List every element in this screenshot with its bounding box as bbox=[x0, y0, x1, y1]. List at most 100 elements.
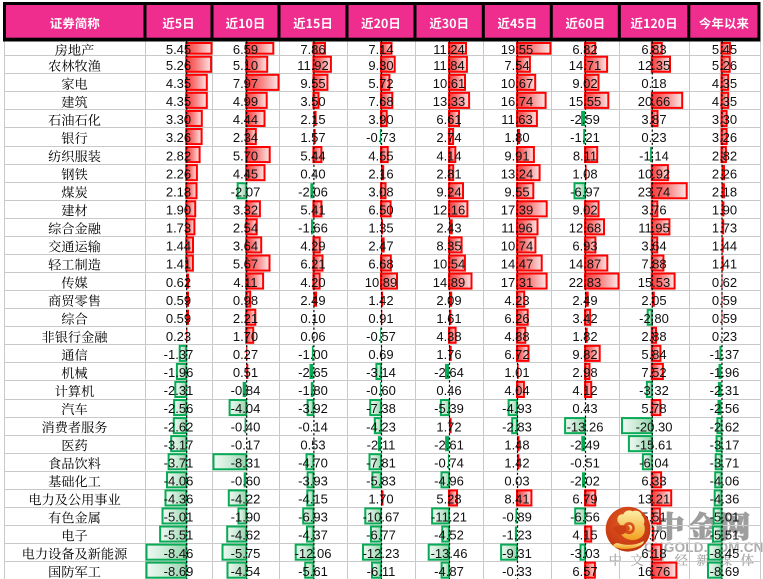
svg-text:2.15: 2.15 bbox=[300, 112, 325, 127]
svg-text:11.95: 11.95 bbox=[638, 221, 670, 236]
svg-text:4.29: 4.29 bbox=[300, 239, 325, 254]
svg-text:1.41: 1.41 bbox=[166, 257, 191, 272]
svg-text:-4.04: -4.04 bbox=[231, 401, 261, 416]
svg-text:2.74: 2.74 bbox=[436, 130, 461, 145]
svg-text:1.41: 1.41 bbox=[712, 257, 737, 272]
svg-text:-2.31: -2.31 bbox=[710, 383, 740, 398]
svg-text:1.80: 1.80 bbox=[504, 130, 529, 145]
svg-text:-6.04: -6.04 bbox=[639, 456, 669, 471]
svg-text:-4.37: -4.37 bbox=[298, 528, 328, 543]
svg-text:2.18: 2.18 bbox=[166, 184, 191, 199]
svg-text:1.44: 1.44 bbox=[712, 239, 737, 254]
svg-text:-2.02: -2.02 bbox=[570, 474, 600, 489]
svg-text:-2.80: -2.80 bbox=[639, 311, 669, 326]
svg-text:-1.21: -1.21 bbox=[570, 130, 600, 145]
svg-text:-3.93: -3.93 bbox=[298, 474, 328, 489]
svg-text:6.26: 6.26 bbox=[504, 311, 529, 326]
svg-text:4.14: 4.14 bbox=[436, 148, 461, 163]
svg-text:3.30: 3.30 bbox=[166, 112, 191, 127]
svg-text:9.91: 9.91 bbox=[504, 148, 529, 163]
svg-text:1.90: 1.90 bbox=[712, 203, 737, 218]
svg-text:1.48: 1.48 bbox=[504, 437, 529, 452]
svg-text:-13.26: -13.26 bbox=[567, 419, 604, 434]
svg-text:13.33: 13.33 bbox=[433, 94, 466, 109]
svg-text:-1.37: -1.37 bbox=[164, 347, 194, 362]
svg-text:-7.81: -7.81 bbox=[366, 456, 396, 471]
svg-text:-6.93: -6.93 bbox=[298, 510, 328, 525]
svg-text:-1.00: -1.00 bbox=[298, 347, 328, 362]
svg-text:0.27: 0.27 bbox=[233, 347, 258, 362]
svg-text:-0.74: -0.74 bbox=[434, 456, 464, 471]
svg-text:-3.92: -3.92 bbox=[298, 401, 328, 416]
svg-text:3.64: 3.64 bbox=[233, 239, 258, 254]
svg-text:7.14: 7.14 bbox=[368, 42, 393, 57]
svg-text:4.35: 4.35 bbox=[712, 94, 737, 109]
svg-text:-4.22: -4.22 bbox=[231, 492, 261, 507]
svg-text:3.42: 3.42 bbox=[572, 311, 597, 326]
svg-text:-2.62: -2.62 bbox=[164, 419, 194, 434]
svg-text:-3.17: -3.17 bbox=[710, 437, 740, 452]
svg-text:10.92: 10.92 bbox=[638, 166, 671, 181]
svg-text:3.30: 3.30 bbox=[712, 112, 737, 127]
svg-text:0.40: 0.40 bbox=[300, 166, 325, 181]
svg-text:0.62: 0.62 bbox=[166, 275, 191, 290]
svg-text:16.76: 16.76 bbox=[638, 564, 671, 579]
svg-text:-20.30: -20.30 bbox=[636, 419, 673, 434]
svg-text:4.35: 4.35 bbox=[712, 76, 737, 91]
svg-text:2.34: 2.34 bbox=[233, 130, 258, 145]
svg-text:6.61: 6.61 bbox=[436, 112, 461, 127]
svg-text:23.74: 23.74 bbox=[638, 184, 671, 199]
svg-text:10.61: 10.61 bbox=[433, 76, 466, 91]
svg-text:-3.17: -3.17 bbox=[164, 437, 194, 452]
svg-text:-4.06: -4.06 bbox=[710, 474, 740, 489]
svg-text:7.86: 7.86 bbox=[300, 42, 325, 57]
svg-text:15.55: 15.55 bbox=[569, 94, 602, 109]
svg-text:6.21: 6.21 bbox=[300, 257, 325, 272]
svg-text:-4.70: -4.70 bbox=[298, 456, 328, 471]
svg-text:4.11: 4.11 bbox=[233, 275, 257, 290]
svg-text:-1.96: -1.96 bbox=[164, 365, 194, 380]
svg-text:-1.90: -1.90 bbox=[231, 510, 261, 525]
svg-text:2.49: 2.49 bbox=[300, 293, 325, 308]
svg-text:-2.11: -2.11 bbox=[367, 437, 396, 452]
svg-text:-5.75: -5.75 bbox=[231, 546, 261, 561]
svg-text:2.21: 2.21 bbox=[233, 311, 258, 326]
svg-text:-3.32: -3.32 bbox=[639, 383, 669, 398]
svg-text:3.64: 3.64 bbox=[641, 239, 666, 254]
svg-text:5.26: 5.26 bbox=[166, 58, 191, 73]
svg-text:1.72: 1.72 bbox=[436, 419, 461, 434]
svg-text:-4.36: -4.36 bbox=[710, 492, 740, 507]
svg-text:0.59: 0.59 bbox=[712, 293, 737, 308]
svg-text:-8.69: -8.69 bbox=[710, 564, 740, 579]
svg-text:12.35: 12.35 bbox=[638, 58, 671, 73]
svg-text:-1.37: -1.37 bbox=[710, 347, 740, 362]
svg-text:2.18: 2.18 bbox=[712, 184, 737, 199]
svg-text:-4.23: -4.23 bbox=[366, 419, 396, 434]
svg-text:5.26: 5.26 bbox=[712, 58, 737, 73]
svg-text:10.54: 10.54 bbox=[433, 257, 466, 272]
svg-text:9.02: 9.02 bbox=[572, 76, 597, 91]
svg-text:4.23: 4.23 bbox=[504, 293, 529, 308]
svg-text:-1.14: -1.14 bbox=[639, 148, 669, 163]
svg-text:15.53: 15.53 bbox=[638, 275, 671, 290]
svg-text:-1.96: -1.96 bbox=[710, 365, 740, 380]
svg-text:0.23: 0.23 bbox=[712, 329, 737, 344]
svg-text:-0.40: -0.40 bbox=[231, 419, 261, 434]
svg-text:4.35: 4.35 bbox=[166, 76, 191, 91]
svg-text:6.18: 6.18 bbox=[641, 546, 666, 561]
svg-text:-2.61: -2.61 bbox=[434, 437, 464, 452]
svg-text:-2.65: -2.65 bbox=[298, 365, 328, 380]
svg-text:0.10: 0.10 bbox=[300, 311, 325, 326]
svg-text:10.67: 10.67 bbox=[501, 76, 534, 91]
svg-text:-2.62: -2.62 bbox=[710, 419, 740, 434]
svg-text:1.73: 1.73 bbox=[712, 221, 737, 236]
svg-text:0.51: 0.51 bbox=[233, 365, 258, 380]
svg-text:2.82: 2.82 bbox=[712, 148, 737, 163]
svg-text:-2.56: -2.56 bbox=[164, 401, 194, 416]
svg-text:-4.15: -4.15 bbox=[298, 492, 328, 507]
svg-text:-0.60: -0.60 bbox=[231, 474, 261, 489]
svg-text:5.72: 5.72 bbox=[368, 76, 393, 91]
svg-text:20.66: 20.66 bbox=[638, 94, 671, 109]
svg-text:14.87: 14.87 bbox=[569, 257, 602, 272]
svg-text:0.23: 0.23 bbox=[641, 130, 666, 145]
